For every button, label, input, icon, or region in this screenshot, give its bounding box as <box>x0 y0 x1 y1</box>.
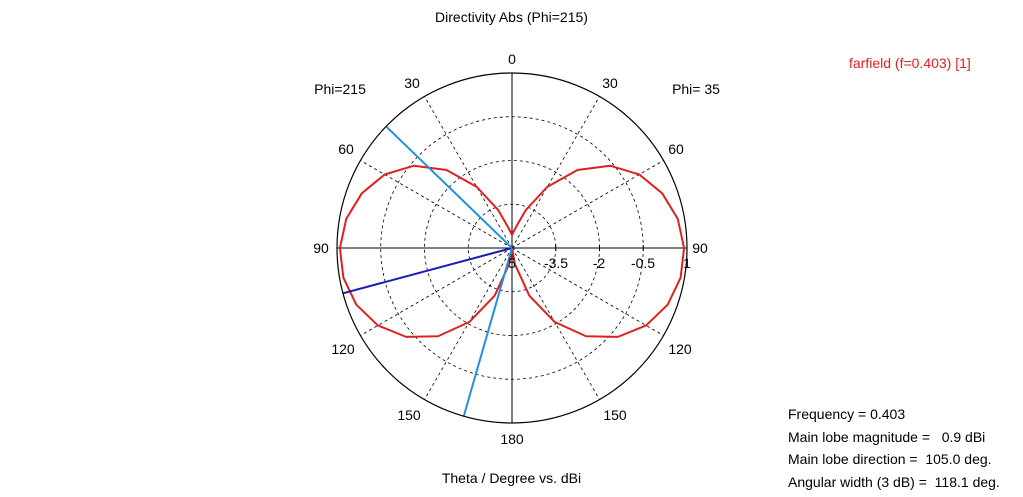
angle-tick-60-left: 60 <box>338 141 354 157</box>
grid-spoke <box>511 247 600 400</box>
chart-title: Directivity Abs (Phi=215) <box>435 9 588 25</box>
main-lobe-magnitude-text: Main lobe magnitude = 0.9 dBi <box>788 428 986 445</box>
phi-right-label: Phi= 35 <box>672 81 720 97</box>
angle-tick-30-left: 30 <box>404 75 420 91</box>
angle-tick-30-right: 30 <box>602 75 618 91</box>
radial-tick-label: -0.5 <box>631 255 655 271</box>
x-axis-label: Theta / Degree vs. dBi <box>441 470 582 486</box>
info-panel: Frequency = 0.403 Main lobe magnitude = … <box>788 403 1000 493</box>
main-lobe-direction-text: Main lobe direction = 105.0 deg. <box>788 451 992 467</box>
radial-tick-label: 1 <box>683 255 691 271</box>
3db-beamwidth-lower-line <box>462 247 513 417</box>
main-lobe-direction-line <box>342 247 513 295</box>
angle-tick-90-right: 90 <box>692 240 708 256</box>
grid-spoke <box>424 96 513 249</box>
grid-spoke <box>511 247 664 336</box>
phi-left-label: Phi=215 <box>314 81 366 97</box>
frequency-text: Frequency = 0.403 <box>788 406 906 422</box>
angle-tick-90-left: 90 <box>313 240 329 256</box>
angle-tick-120-left: 120 <box>331 341 355 357</box>
pattern-curve <box>338 164 686 338</box>
grid-spoke <box>360 247 513 336</box>
grid-spoke <box>511 160 664 249</box>
radial-tick-label: -3.5 <box>544 255 568 271</box>
angle-tick-0: 0 <box>508 51 516 67</box>
grid-spoke <box>424 247 513 400</box>
angle-tick-180: 180 <box>500 431 524 447</box>
3db-beamwidth-upper-line <box>385 125 513 249</box>
angle-tick-150-left: 150 <box>397 407 421 423</box>
plot-marks <box>338 125 686 417</box>
angle-tick-120-right: 120 <box>668 341 692 357</box>
outer-circle <box>336 72 688 424</box>
angular-width-text: Angular width (3 dB) = 118.1 deg. <box>788 473 1000 490</box>
radial-tick-label: 5 <box>508 255 516 271</box>
angle-tick-60-right: 60 <box>668 141 684 157</box>
angle-tick-150-right: 150 <box>603 407 627 423</box>
legend-entry: farfield (f=0.403) [1] <box>849 55 971 71</box>
grid-spoke <box>511 96 600 249</box>
radial-tick-label: -2 <box>593 255 606 271</box>
